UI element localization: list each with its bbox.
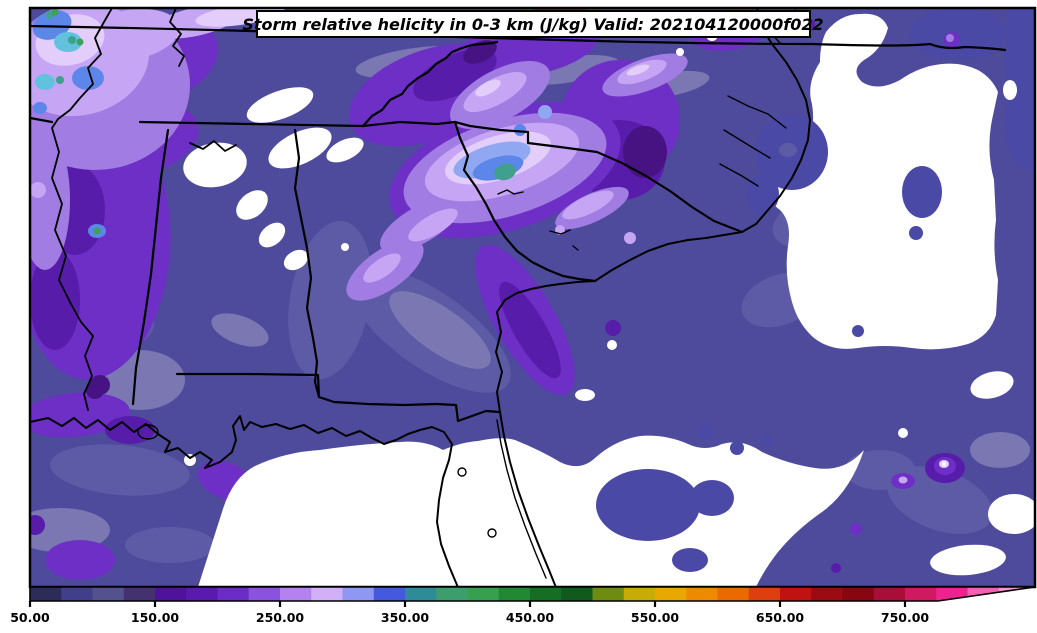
colorbar-tick-label: 550.00 — [631, 610, 680, 625]
colorbar-segment — [405, 587, 437, 601]
colorbar-segment — [373, 587, 406, 601]
tennessee-river-alabama — [189, 140, 237, 152]
colorbar-segment — [61, 587, 94, 601]
colorbar-tick-label: 650.00 — [756, 610, 805, 625]
georgia-coastline — [495, 280, 596, 413]
title-box-frame — [256, 10, 811, 38]
colorbar-segment — [748, 587, 781, 601]
colorbar-outline — [29, 586, 1036, 602]
colorbar-segment — [436, 587, 469, 601]
colorbar-segment — [248, 587, 281, 601]
colorbar-segment — [30, 587, 62, 601]
northcarolina-outerbanks-coastline — [741, 8, 811, 233]
colorbar-segment — [280, 587, 312, 601]
below-threshold-white-regions — [183, 13, 1035, 587]
colorbar-ticks — [28, 601, 907, 607]
colorbar-segment — [623, 587, 656, 601]
florida-east-coastline — [499, 411, 557, 587]
colorbar-segment — [530, 587, 562, 601]
colorbar-segment — [123, 587, 156, 601]
southcarolina-coastline — [594, 231, 743, 282]
florida-alabama-border — [175, 372, 321, 399]
florida-lake-a — [457, 467, 467, 477]
colorbar-segment — [811, 587, 844, 601]
offshore-bullseyes — [831, 453, 965, 573]
colorbar-tick-label: 150.00 — [131, 610, 180, 625]
colorbar-tick-label: 50.00 — [10, 610, 50, 625]
colorbar-segment — [342, 587, 375, 601]
colorbar-segment — [155, 587, 187, 601]
colorbar-tick-label: 750.00 — [881, 610, 930, 625]
florida-intracoastal-line — [496, 419, 547, 579]
coastlines — [30, 8, 811, 587]
kentucky-virginia-border-line — [30, 24, 1007, 52]
tennessee-south-border — [138, 120, 365, 128]
colorbar-segment — [186, 587, 219, 601]
colorbar-segment — [655, 587, 687, 601]
georgia-northcarolina-border — [361, 120, 457, 128]
colorbar-segment — [717, 587, 750, 601]
mississippi-river — [51, 8, 113, 411]
gulf-coastline — [30, 415, 459, 587]
colorbar-tick-label: 350.00 — [381, 610, 430, 625]
northwest-maximum — [30, 8, 285, 270]
tennessee-northcarolina-border — [361, 40, 499, 128]
colorbar-tick-label: 250.00 — [256, 610, 305, 625]
colorbar-labels: 50.00 150.00 250.00 350.00 450.00 550.00 650.0… — [10, 610, 929, 625]
tennessee-river-north — [169, 8, 185, 67]
colorbar-segment — [592, 587, 625, 601]
colorbar-segment — [873, 587, 906, 601]
colorbar-segment — [311, 587, 344, 601]
colorbar-segment — [561, 587, 594, 601]
lake-pontchartrain — [137, 424, 159, 440]
colorbar-segment — [92, 587, 125, 601]
mississippi-alabama-border — [131, 128, 170, 406]
alabama-georgia-border — [293, 128, 321, 399]
colorbar-segment — [217, 587, 250, 601]
arkansas-border-line — [30, 116, 54, 124]
georgia-southcarolina-border — [453, 120, 597, 283]
colorbar: 50.00 150.00 250.00 350.00 450.00 550.00 650.0… — [10, 586, 1036, 625]
colorbar-segment — [498, 587, 531, 601]
map-title: Storm relative helicity in 0-3 km (J/kg)… — [242, 15, 823, 34]
colorbar-segment — [467, 587, 500, 601]
pamlico-sound-lines — [719, 95, 787, 187]
title-box: Storm relative helicity in 0-3 km (J/kg)… — [242, 10, 824, 38]
colorbar-segment — [905, 587, 937, 601]
colorbar-extend-arrow — [1030, 587, 1035, 601]
florida-georgia-border — [317, 395, 502, 423]
florida-lake-b — [487, 528, 497, 538]
southcarolina-lakes — [497, 189, 579, 251]
colorbar-segment — [686, 587, 719, 601]
colorbar-tick-label: 450.00 — [506, 610, 555, 625]
contour-field — [30, 8, 1035, 587]
northcarolina-southcarolina-border — [453, 120, 744, 234]
colorbar-segment — [842, 587, 875, 601]
colorbar-segment — [780, 587, 812, 601]
